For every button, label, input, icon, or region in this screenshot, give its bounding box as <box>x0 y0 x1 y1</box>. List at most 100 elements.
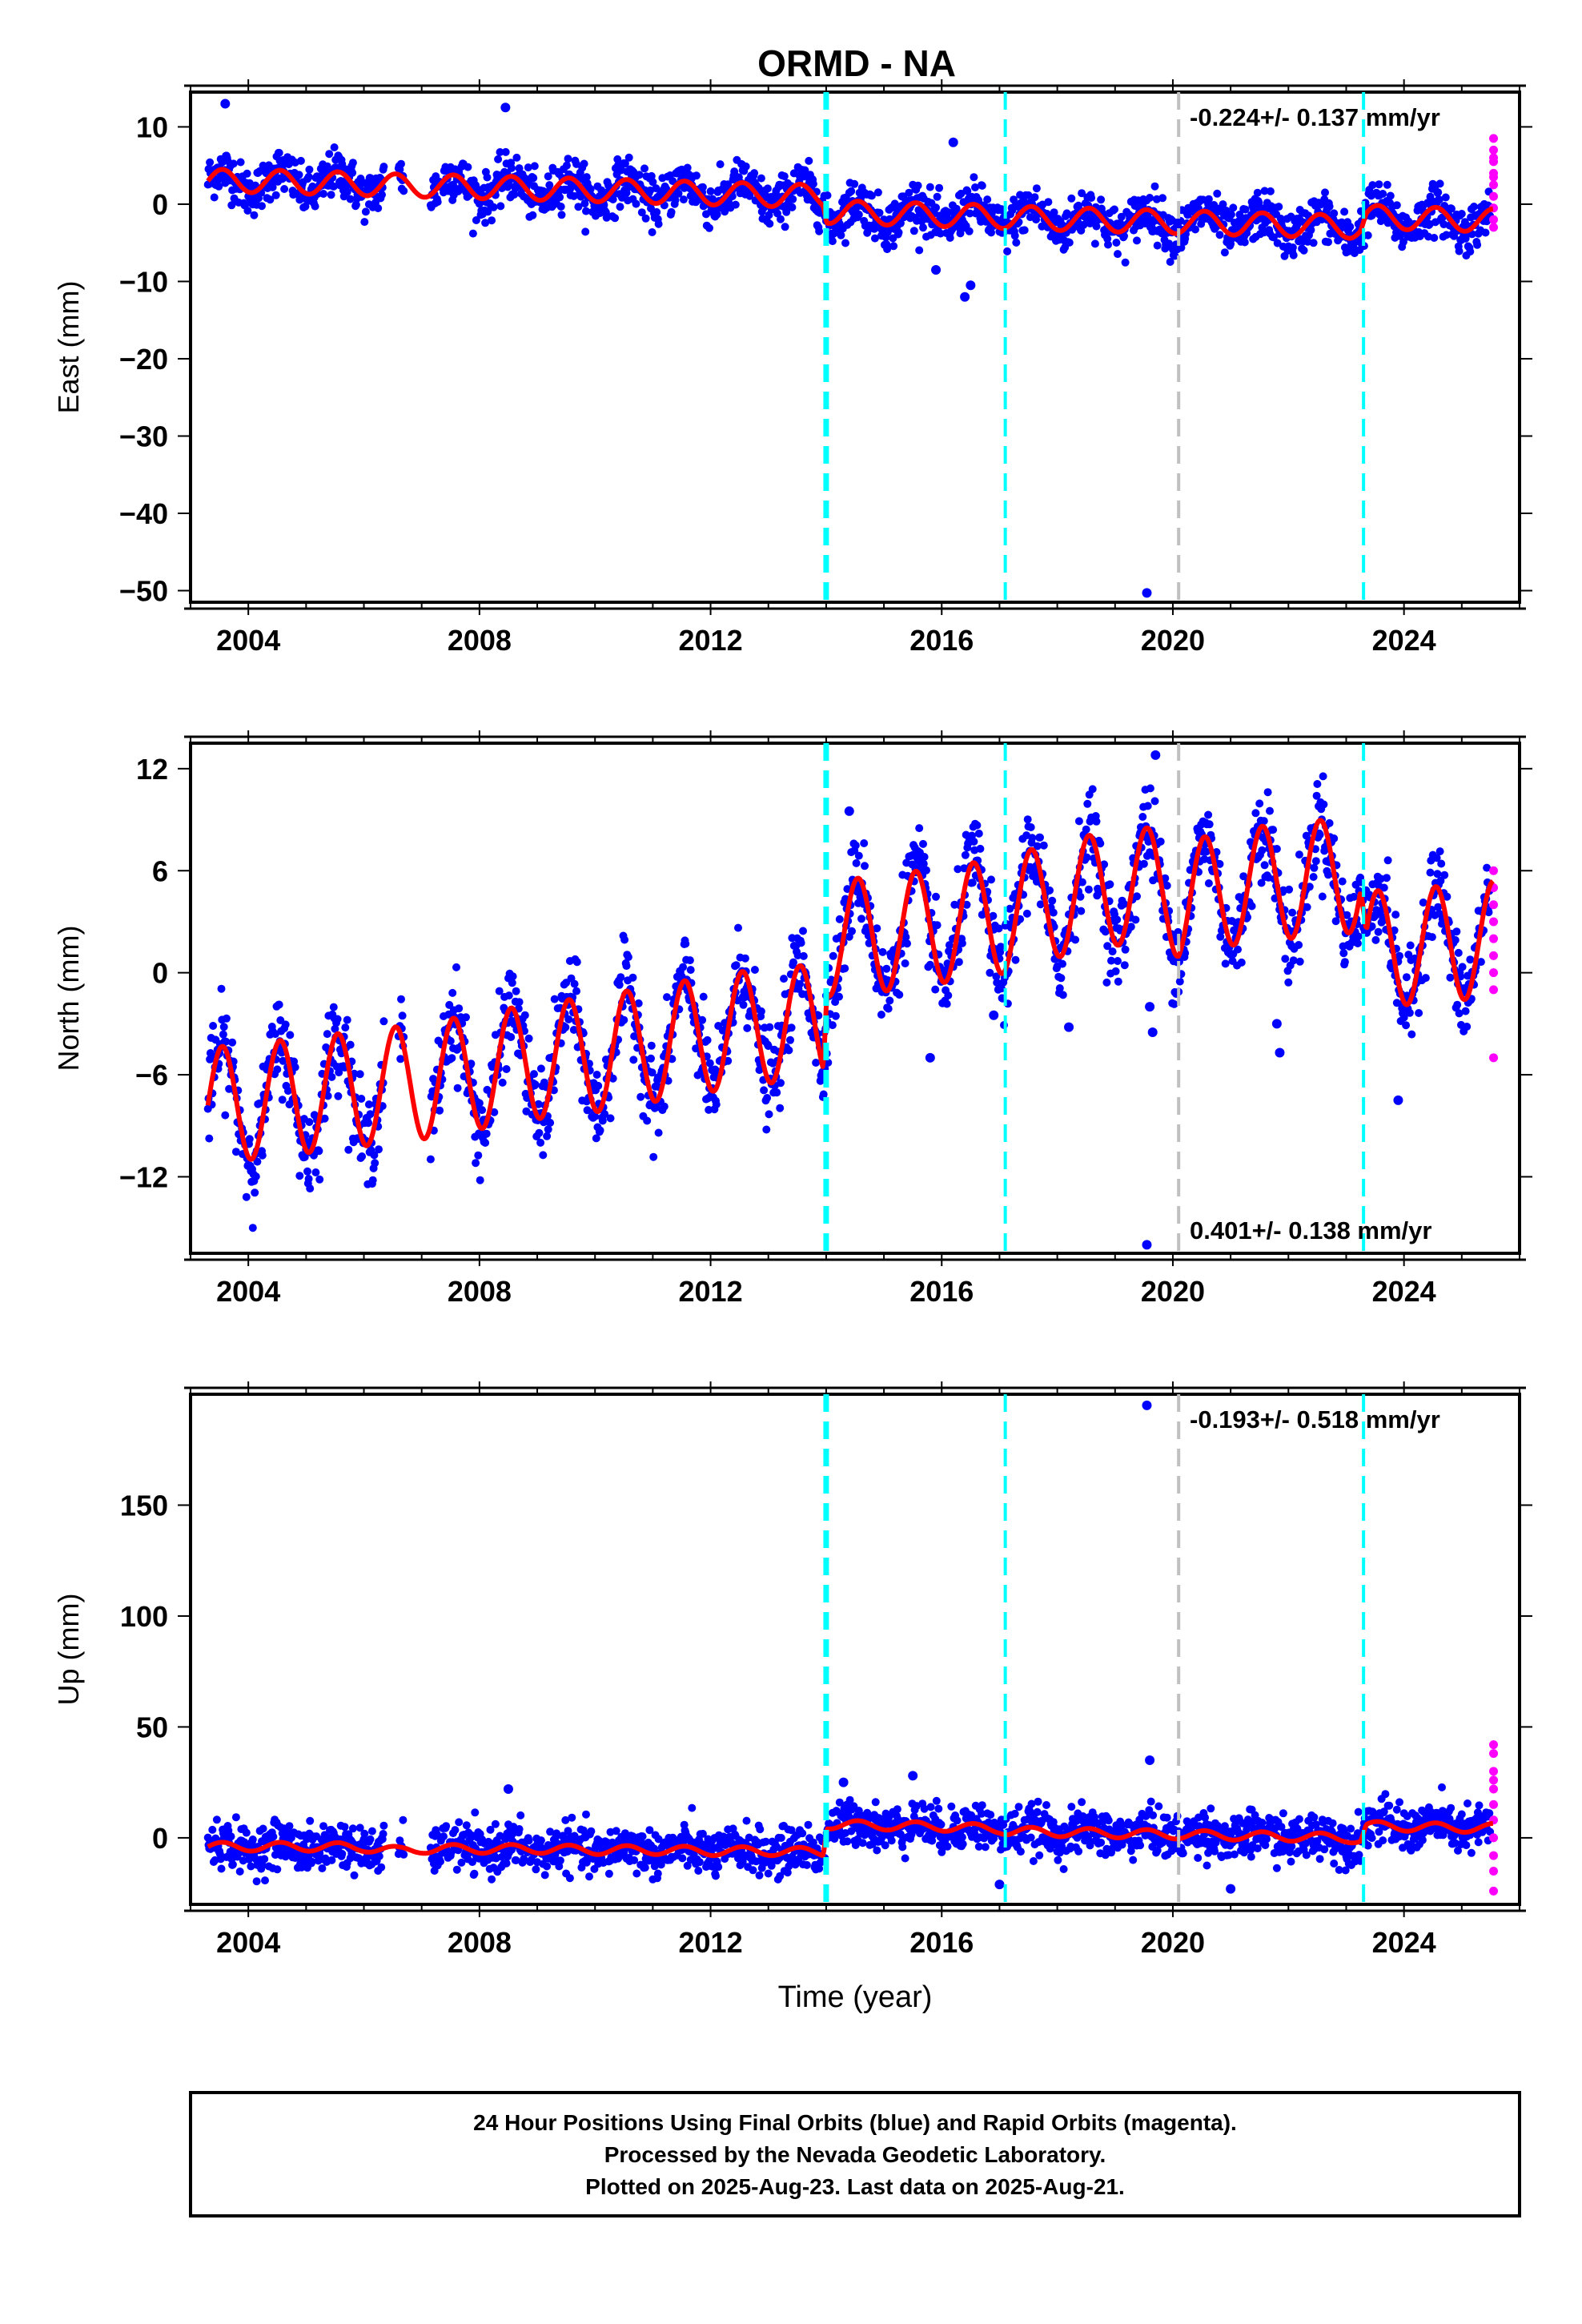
final-orbit-point <box>1371 935 1380 944</box>
final-orbit-point <box>1162 881 1171 890</box>
final-orbit-point <box>886 952 895 961</box>
final-orbit-point <box>448 988 457 997</box>
final-orbit-point <box>580 199 589 208</box>
final-orbit-point <box>851 841 860 850</box>
final-orbit-point <box>669 177 677 186</box>
final-orbit-point <box>685 956 694 965</box>
final-orbit-point <box>562 161 571 170</box>
final-orbit-point <box>875 208 884 217</box>
final-orbit-point <box>327 1072 336 1081</box>
final-orbit-point <box>1383 180 1391 189</box>
final-orbit-point <box>705 1059 714 1068</box>
final-orbit-point <box>531 1080 540 1089</box>
final-orbit-point <box>502 1065 511 1073</box>
final-orbit-point <box>303 1167 311 1176</box>
final-orbit-point <box>852 858 861 867</box>
final-orbit-point <box>749 1866 757 1875</box>
final-orbit-point <box>598 1116 607 1125</box>
final-orbit-point <box>764 1042 773 1051</box>
final-orbit-point <box>346 195 355 203</box>
final-orbit-point <box>1463 1023 1472 1031</box>
final-orbit-point <box>1284 978 1293 987</box>
outlier-point <box>844 806 854 816</box>
final-orbit-point <box>367 1827 376 1835</box>
final-orbit-point <box>755 1871 764 1880</box>
final-orbit-point <box>208 1825 217 1834</box>
final-orbit-point <box>1288 908 1297 917</box>
final-orbit-point <box>1295 850 1303 859</box>
final-orbit-point <box>812 1059 821 1067</box>
final-orbit-point <box>828 237 837 246</box>
final-orbit-point <box>1435 195 1443 204</box>
final-orbit-point <box>705 223 713 232</box>
final-orbit-point <box>295 1172 304 1180</box>
plot-frame <box>189 90 1521 604</box>
final-orbit-point <box>315 1175 324 1184</box>
final-orbit-point <box>974 829 983 838</box>
final-orbit-point <box>966 209 974 218</box>
final-orbit-point <box>600 1110 609 1119</box>
final-orbit-point <box>890 199 899 208</box>
final-orbit-point <box>236 158 245 167</box>
final-orbit-point <box>1229 203 1238 212</box>
final-orbit-point <box>765 1110 773 1119</box>
final-orbit-point <box>319 190 327 198</box>
final-orbit-point <box>350 1871 359 1880</box>
final-orbit-point <box>225 1084 234 1093</box>
final-orbit-point <box>378 191 386 199</box>
y-axis-label: Up (mm) <box>52 1594 85 1706</box>
final-orbit-point <box>611 214 620 223</box>
final-orbit-point <box>1205 820 1214 829</box>
final-orbit-point <box>1434 188 1443 197</box>
x-tick-label: 2008 <box>448 1275 512 1308</box>
final-orbit-point <box>540 1871 549 1880</box>
final-orbit-point <box>829 951 837 960</box>
final-orbit-point <box>970 173 978 182</box>
final-orbit-point <box>271 191 280 199</box>
final-orbit-point <box>734 923 742 932</box>
final-orbit-point <box>320 1114 329 1123</box>
y-tick-label: 6 <box>152 854 168 887</box>
final-orbit-point <box>462 1821 471 1830</box>
final-orbit-point <box>873 924 881 933</box>
final-orbit-point <box>674 189 683 198</box>
outlier-point <box>1275 1047 1285 1058</box>
final-orbit-point <box>616 203 624 211</box>
final-orbit-point <box>471 1808 480 1817</box>
final-orbit-point <box>841 964 849 973</box>
final-orbit-point <box>364 1100 373 1109</box>
final-orbit-point <box>1343 911 1351 919</box>
final-orbit-point <box>870 234 879 243</box>
final-orbit-point <box>777 1079 785 1088</box>
final-orbit-point <box>731 200 740 209</box>
final-orbit-point <box>1102 978 1111 987</box>
final-orbit-point <box>944 991 953 999</box>
y-tick-label: 10 <box>136 111 168 143</box>
final-orbit-point <box>706 187 715 195</box>
rapid-orbit-point <box>1489 191 1499 201</box>
final-orbit-point <box>366 1835 375 1844</box>
final-orbit-point <box>1340 958 1349 967</box>
final-orbit-point <box>295 171 303 179</box>
final-orbit-point <box>1399 238 1407 247</box>
final-orbit-point <box>285 1822 294 1831</box>
final-orbit-point <box>1113 915 1122 924</box>
rapid-orbit-point <box>1489 866 1499 875</box>
final-orbit-point <box>379 163 388 171</box>
rapid-orbit-point <box>1489 145 1499 155</box>
final-orbit-point <box>1375 180 1383 189</box>
final-orbit-point <box>882 964 891 973</box>
final-orbit-point <box>448 1054 456 1063</box>
final-orbit-point <box>777 1834 785 1842</box>
y-tick-label: −40 <box>119 497 168 530</box>
final-orbit-point <box>515 998 524 1007</box>
final-orbit-point <box>712 1100 721 1109</box>
final-orbit-point <box>346 1040 355 1049</box>
final-orbit-point <box>1466 955 1475 964</box>
final-orbit-point <box>679 963 688 971</box>
final-orbit-point <box>1036 900 1045 909</box>
final-orbit-point <box>1350 892 1359 901</box>
final-orbit-point <box>1383 856 1392 865</box>
final-orbit-point <box>1406 941 1415 950</box>
outlier-point <box>1271 1019 1282 1029</box>
